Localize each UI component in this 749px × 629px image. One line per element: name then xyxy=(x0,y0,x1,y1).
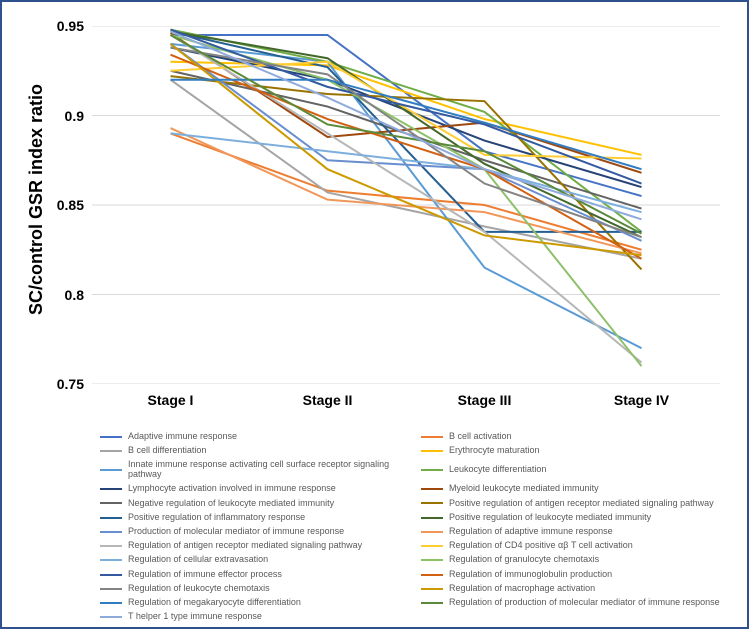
y-tick-label: 0.85 xyxy=(36,197,84,213)
legend-label: Production of molecular mediator of immu… xyxy=(128,527,344,537)
legend-swatch xyxy=(100,574,122,576)
legend-swatch xyxy=(100,488,122,490)
legend-label: Regulation of adaptive immune response xyxy=(449,527,613,537)
legend-item: Positive regulation of leukocyte mediate… xyxy=(421,512,732,523)
legend-item: Negative regulation of leukocyte mediate… xyxy=(100,498,411,509)
legend-swatch xyxy=(100,450,122,452)
legend-label: B cell activation xyxy=(449,432,512,442)
legend-swatch xyxy=(100,616,122,618)
series-line xyxy=(171,133,642,212)
x-tick-label: Stage IV xyxy=(614,392,669,408)
legend-swatch xyxy=(421,436,443,438)
x-tick-label: Stage II xyxy=(303,392,353,408)
legend-item: B cell differentiation xyxy=(100,445,411,456)
legend-label: Regulation of CD4 positive αβ T cell act… xyxy=(449,541,633,551)
legend-swatch xyxy=(100,602,122,604)
legend-label: T helper 1 type immune response xyxy=(128,612,262,622)
x-tick-label: Stage III xyxy=(458,392,512,408)
legend-item: Innate immune response activating cell s… xyxy=(100,459,411,480)
legend-item: Regulation of production of molecular me… xyxy=(421,598,732,609)
legend-item: Positive regulation of antigen receptor … xyxy=(421,498,732,509)
legend-label: Regulation of cellular extravasation xyxy=(128,555,268,565)
plot-area xyxy=(92,26,720,384)
legend-label: Regulation of immunoglobulin production xyxy=(449,570,612,580)
legend-item: Regulation of megakaryocyte differentiat… xyxy=(100,598,411,609)
legend-item: Regulation of immune effector process xyxy=(100,569,411,580)
legend-item: Regulation of immunoglobulin production xyxy=(421,569,732,580)
legend-label: Positive regulation of leukocyte mediate… xyxy=(449,513,651,523)
legend-label: Regulation of antigen receptor mediated … xyxy=(128,541,362,551)
legend-label: Regulation of megakaryocyte differentiat… xyxy=(128,598,301,608)
legend-label: Myeloid leukocyte mediated immunity xyxy=(449,484,599,494)
legend-label: Adaptive immune response xyxy=(128,432,237,442)
legend-swatch xyxy=(421,502,443,504)
legend-item: Adaptive immune response xyxy=(100,431,411,442)
legend-item: Positive regulation of inflammatory resp… xyxy=(100,512,411,523)
line-series xyxy=(92,26,720,384)
series-line xyxy=(171,128,642,253)
chart-frame: SC/control GSR index ratio Stage IStage … xyxy=(0,0,749,629)
legend-swatch xyxy=(421,602,443,604)
legend-label: Positive regulation of antigen receptor … xyxy=(449,499,714,509)
legend-swatch xyxy=(421,469,443,471)
legend-swatch xyxy=(100,469,122,471)
legend-item: Lymphocyte activation involved in immune… xyxy=(100,484,411,495)
legend-label: Negative regulation of leukocyte mediate… xyxy=(128,499,334,509)
legend-label: Lymphocyte activation involved in immune… xyxy=(128,484,336,494)
legend-label: Positive regulation of inflammatory resp… xyxy=(128,513,305,523)
y-tick-label: 0.9 xyxy=(36,108,84,124)
legend-swatch xyxy=(421,488,443,490)
legend-label: B cell differentiation xyxy=(128,446,206,456)
legend-swatch xyxy=(421,531,443,533)
legend-item: T helper 1 type immune response xyxy=(100,612,411,623)
legend-item: B cell activation xyxy=(421,431,732,442)
legend-item: Erythrocyte maturation xyxy=(421,445,732,456)
y-tick-label: 0.75 xyxy=(36,376,84,392)
legend-label: Regulation of production of molecular me… xyxy=(449,598,720,608)
legend-item: Regulation of cellular extravasation xyxy=(100,555,411,566)
legend-label: Erythrocyte maturation xyxy=(449,446,540,456)
y-tick-label: 0.95 xyxy=(36,18,84,34)
legend-swatch xyxy=(421,574,443,576)
legend-label: Regulation of immune effector process xyxy=(128,570,282,580)
legend-label: Regulation of macrophage activation xyxy=(449,584,595,594)
legend-swatch xyxy=(100,436,122,438)
legend-item: Regulation of CD4 positive αβ T cell act… xyxy=(421,541,732,552)
legend-swatch xyxy=(421,517,443,519)
legend-item: Leukocyte differentiation xyxy=(421,459,732,480)
legend-item: Production of molecular mediator of immu… xyxy=(100,526,411,537)
legend-swatch xyxy=(100,502,122,504)
legend-swatch xyxy=(421,559,443,561)
legend-label: Regulation of granulocyte chemotaxis xyxy=(449,555,599,565)
legend-label: Regulation of leukocyte chemotaxis xyxy=(128,584,270,594)
legend-item: Regulation of granulocyte chemotaxis xyxy=(421,555,732,566)
x-tick-label: Stage I xyxy=(148,392,194,408)
legend-swatch xyxy=(100,517,122,519)
legend-swatch xyxy=(421,588,443,590)
legend-item: Regulation of adaptive immune response xyxy=(421,526,732,537)
legend-item: Regulation of macrophage activation xyxy=(421,583,732,594)
legend-swatch xyxy=(421,450,443,452)
legend-item: Regulation of antigen receptor mediated … xyxy=(100,541,411,552)
legend-swatch xyxy=(100,545,122,547)
legend-label: Innate immune response activating cell s… xyxy=(128,460,411,480)
legend-item: Myeloid leukocyte mediated immunity xyxy=(421,484,732,495)
legend-swatch xyxy=(100,559,122,561)
legend: Adaptive immune response B cell activatio… xyxy=(92,427,740,627)
legend-item: Regulation of leukocyte chemotaxis xyxy=(100,583,411,594)
legend-label: Leukocyte differentiation xyxy=(449,465,546,475)
legend-swatch xyxy=(100,588,122,590)
legend-swatch xyxy=(421,545,443,547)
legend-swatch xyxy=(100,531,122,533)
y-tick-label: 0.8 xyxy=(36,287,84,303)
